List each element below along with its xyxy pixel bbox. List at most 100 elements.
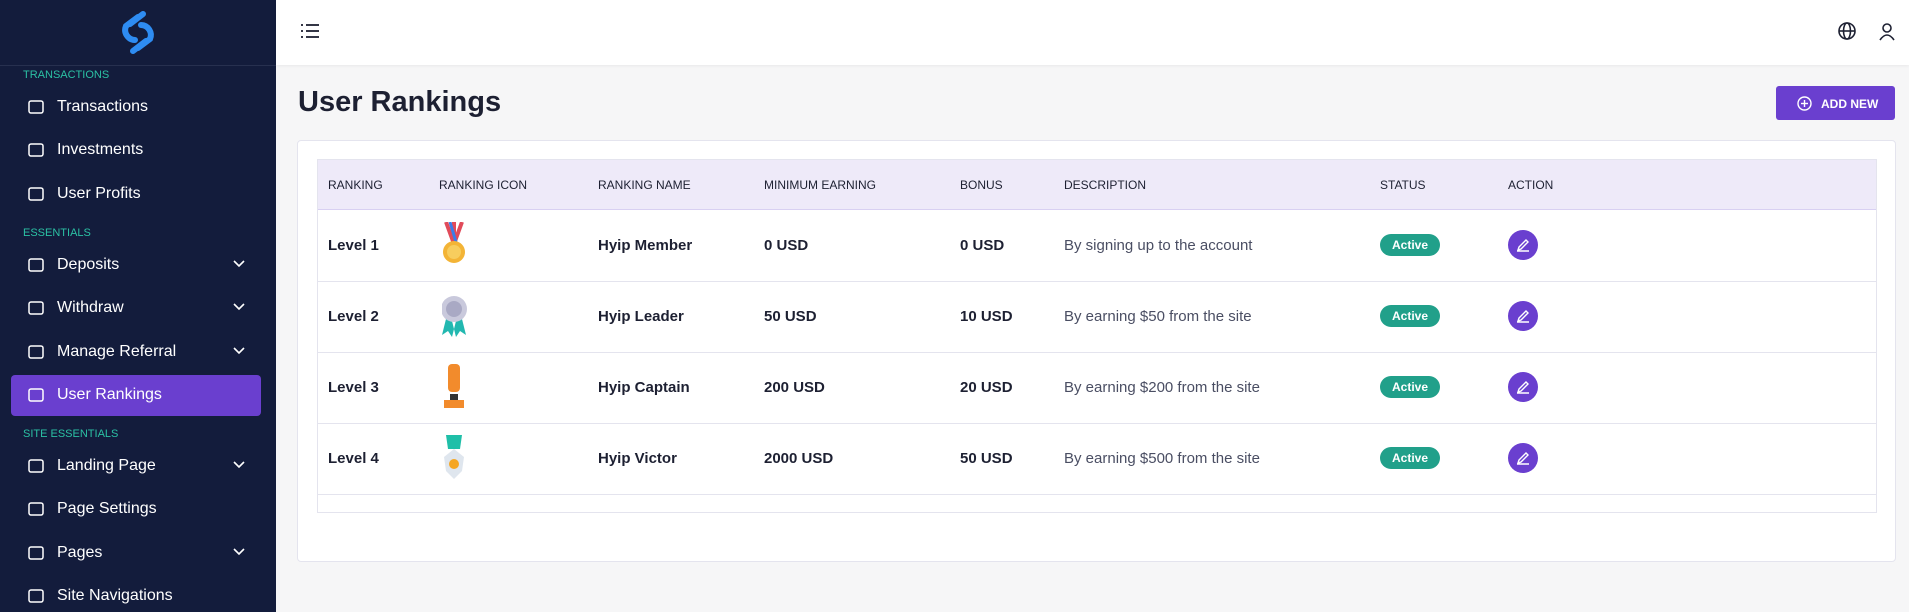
table-row: Level 3 Hyip Captain 200 USD 20 USD By earni… [318, 352, 1876, 424]
edit-icon [1516, 310, 1529, 323]
ranking-name: Hyip Member [598, 237, 693, 254]
bonus: 10 USD [960, 308, 1013, 325]
button-label: ADD NEW [1821, 97, 1879, 111]
section-label: SITE ESSENTIALS [23, 428, 119, 441]
chevron [233, 260, 245, 268]
ranking-icon [442, 364, 468, 415]
ranking: Level 2 [328, 308, 379, 325]
chevron [233, 303, 245, 311]
nav-label: Manage Referral [57, 342, 177, 360]
nav-item[interactable]: Site Navigations [11, 576, 261, 612]
medal [444, 364, 464, 408]
nav-label: Site Navigations [57, 587, 173, 604]
logo-icon [122, 11, 154, 54]
nav-label: Withdraw [57, 299, 124, 317]
item-icon [28, 143, 44, 158]
nav-item[interactable]: User Profits [11, 174, 261, 215]
nav-label: Page Settings [57, 500, 157, 518]
medal [441, 296, 467, 337]
sidebar: TRANSACTIONS Transactions Investments User … [0, 0, 276, 612]
minimum-earning: 50 USD [764, 308, 817, 325]
nav-item[interactable]: Pages [11, 533, 261, 574]
ranking-icon [442, 435, 468, 486]
bonus: 50 USD [960, 450, 1013, 467]
nav-label: Deposits [57, 255, 120, 273]
chevron [233, 461, 245, 469]
ranking-name: Hyip Leader [598, 308, 684, 325]
nav-label: Pages [57, 543, 103, 561]
nav-item[interactable]: Deposits [11, 245, 261, 286]
item-icon [28, 388, 44, 402]
top-bar [276, 0, 1909, 65]
status-badge: Active [1380, 305, 1441, 327]
nav-label: User Profits [57, 184, 141, 202]
bonus: 0 USD [960, 237, 1005, 254]
language-icon[interactable] [1837, 21, 1857, 41]
column-header: MINIMUM EARNING [764, 178, 876, 192]
description: By earning $500 from the site [1064, 450, 1260, 467]
column-header: DESCRIPTION [1064, 178, 1147, 192]
table-row: Level 4 Hyip Victor 2000 USD 50 USD By earni… [318, 423, 1876, 495]
table-header: RANKING RANKING ICON RANKING NAME MINIMUM E… [318, 160, 1876, 210]
edit-button[interactable] [1508, 443, 1538, 473]
item-icon [28, 545, 44, 560]
ranking-icon [441, 293, 468, 344]
page-title: User Rankings [298, 86, 502, 118]
chevron [233, 346, 245, 354]
table-row: Level 1 Hyip Member 0 USD 0 USD By signing u… [318, 210, 1876, 282]
menu-toggle[interactable] [300, 22, 320, 40]
rankings-table: RANKING RANKING ICON RANKING NAME MINIMUM E… [317, 159, 1877, 513]
nav-item[interactable]: Landing Page [11, 446, 261, 487]
status-badge: Active [1380, 376, 1441, 398]
status-badge: Active [1380, 447, 1441, 469]
item-icon [28, 459, 44, 473]
edit-button[interactable] [1508, 372, 1538, 402]
medal [444, 435, 464, 479]
column-header: STATUS [1380, 178, 1426, 192]
description: By earning $50 from the site [1064, 308, 1252, 325]
nav-item[interactable]: Withdraw [11, 288, 261, 329]
minimum-earning: 2000 USD [764, 450, 834, 467]
item-icon [28, 502, 44, 517]
item-icon [28, 344, 44, 359]
item-icon [28, 186, 44, 201]
edit-icon [1516, 452, 1529, 465]
edit-icon [1516, 239, 1529, 252]
ranking-name: Hyip Victor [598, 450, 677, 467]
description: By earning $200 from the site [1064, 379, 1260, 396]
nav-item[interactable]: User Rankings [11, 374, 261, 416]
nav-label: Landing Page [57, 457, 156, 475]
chevron [233, 548, 245, 555]
column-header: RANKING [328, 178, 383, 192]
ranking: Level 3 [328, 379, 379, 396]
ranking: Level 4 [328, 450, 379, 467]
column-header: ACTION [1508, 178, 1554, 192]
column-header: BONUS [960, 178, 1003, 192]
nav-item[interactable]: Page Settings [11, 489, 261, 530]
ranking: Level 1 [328, 237, 379, 254]
edit-button[interactable] [1508, 230, 1538, 260]
table-row: Level 2 Hyip Leader 50 USD 10 USD By earning… [318, 281, 1876, 353]
section-label: TRANSACTIONS [23, 69, 110, 81]
edit-button[interactable] [1508, 301, 1538, 331]
nav-item[interactable]: Transactions [11, 87, 261, 128]
bonus: 20 USD [960, 379, 1013, 396]
item-icon [28, 100, 44, 114]
nav-item[interactable]: Investments [11, 130, 261, 171]
item-icon [28, 301, 44, 315]
description: By signing up to the account [1064, 237, 1253, 254]
nav-label: Transactions [57, 98, 148, 115]
add-icon [1797, 96, 1812, 111]
edit-icon [1516, 381, 1529, 394]
nav-label: Investments [57, 141, 144, 159]
logo[interactable] [0, 0, 276, 66]
nav-item[interactable]: Manage Referral [11, 332, 261, 373]
section-label: ESSENTIALS [23, 226, 91, 239]
medal [443, 221, 465, 263]
item-icon [28, 589, 44, 603]
column-header: RANKING NAME [598, 178, 691, 192]
user-icon[interactable] [1877, 21, 1897, 41]
minimum-earning: 200 USD [764, 379, 825, 396]
status-badge: Active [1380, 234, 1441, 256]
add-new-button[interactable]: ADD NEW [1776, 86, 1895, 120]
